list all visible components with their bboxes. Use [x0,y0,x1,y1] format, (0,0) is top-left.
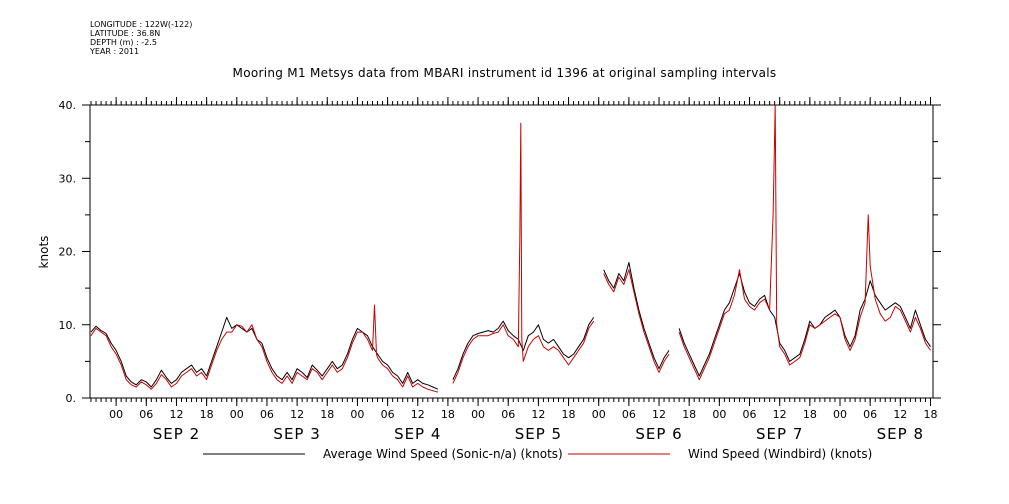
legend-text-average: Average Wind Speed (Sonic-n/a) (knots) [323,447,563,461]
x-tick-label: 06 [260,408,274,421]
x-tick-label: 00 [712,408,726,421]
x-tick-label: 12 [652,408,666,421]
y-tick-label: 10. [59,319,77,332]
x-tick-label: 12 [773,408,787,421]
x-tick-label: 18 [923,408,937,421]
x-day-label: SEP 8 [877,425,924,443]
series-average-sonic-segment-4 [678,273,931,377]
x-tick-label: 18 [803,408,817,421]
legend: Average Wind Speed (Sonic-n/a) (knots) W… [203,447,872,461]
x-tick-label: 06 [743,408,757,421]
x-tick-label: 00 [471,408,485,421]
depth-label: DEPTH (m) : -2.5 [90,38,157,47]
x-axis: 00 06 12 18 00 06 12 18 00 06 12 18 00 06 12 18 00 06 12 18… [109,408,937,443]
longitude-label: LONGITUDE : 122W(-122) [90,20,193,29]
series-average-sonic-segment-3 [603,262,670,370]
x-tick-label: 12 [169,408,183,421]
y-tick-label: 30. [59,172,77,185]
x-tick-label: 00 [350,408,364,421]
x-tick-label: 06 [622,408,636,421]
y-tick-label: 0. [66,392,77,405]
x-tick-label: 00 [109,408,123,421]
x-tick-label: 06 [863,408,877,421]
chart-title: Mooring M1 Metsys data from MBARI instru… [232,66,777,80]
x-tick-label: 00 [833,408,847,421]
x-tick-label: 12 [411,408,425,421]
legend-text-windbird: Wind Speed (Windbird) (knots) [688,447,872,461]
x-tick-label: 06 [139,408,153,421]
latitude-label: LATITUDE : 36.8N [90,29,161,38]
series-windbird-segment-4 [678,104,931,381]
major-ticks [115,97,931,406]
y-axis-label: knots [37,236,51,269]
series-average-sonic-segment-1 [90,316,439,390]
x-tick-label: 18 [320,408,334,421]
x-tick-label: 18 [682,408,696,421]
minor-ticks [90,101,931,402]
series-windbird-segment-1 [90,304,439,393]
year-label: YEAR : 2011 [90,47,140,56]
y-tick-label: 40. [59,99,77,112]
x-tick-label: 00 [592,408,606,421]
x-tick-label: 18 [200,408,214,421]
x-day-label: SEP 7 [756,425,803,443]
series-average-sonic-segment-2 [452,317,595,380]
x-tick-label: 06 [501,408,515,421]
x-day-label: SEP 2 [153,425,200,443]
x-tick-label: 06 [381,408,395,421]
x-tick-label: 12 [531,408,545,421]
x-day-label: SEP 6 [635,425,682,443]
x-day-label: SEP 4 [394,425,441,443]
y-tick-label: 20. [59,246,77,259]
series-windbird-segment-2 [452,122,595,384]
series-windbird-segment-3 [603,269,670,373]
series-layer [90,104,931,393]
plot-frame [89,104,934,399]
x-day-label: SEP 5 [515,425,562,443]
x-day-label: SEP 3 [273,425,320,443]
x-tick-label: 18 [441,408,455,421]
x-tick-label: 00 [230,408,244,421]
y-axis: 0. 10. 20. 30. 40. [59,99,941,405]
x-tick-label: 12 [893,408,907,421]
metadata-block: LONGITUDE : 122W(-122) LATITUDE : 36.8N … [90,20,192,56]
x-tick-label: 18 [562,408,576,421]
x-tick-label: 12 [290,408,304,421]
